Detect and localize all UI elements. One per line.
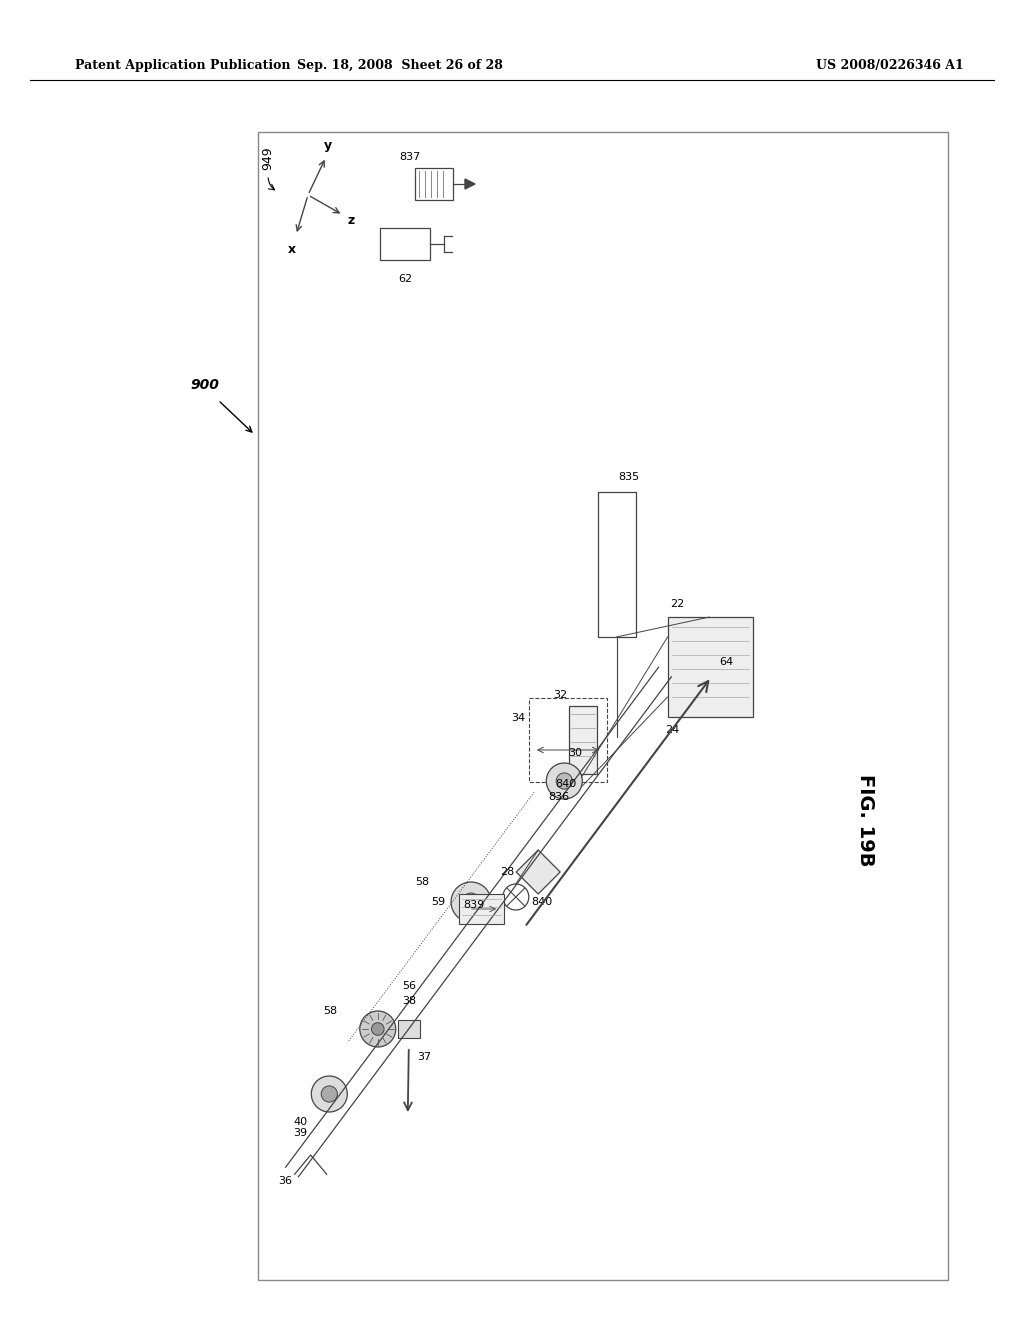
Text: 40: 40 bbox=[293, 1117, 307, 1127]
Text: 22: 22 bbox=[671, 599, 685, 609]
Text: 24: 24 bbox=[666, 725, 680, 735]
Text: 62: 62 bbox=[398, 275, 412, 284]
Circle shape bbox=[372, 1023, 384, 1035]
Text: 56: 56 bbox=[402, 981, 417, 991]
Text: Sep. 18, 2008  Sheet 26 of 28: Sep. 18, 2008 Sheet 26 of 28 bbox=[297, 58, 503, 71]
Bar bbox=[668, 616, 753, 717]
Bar bbox=[415, 168, 453, 201]
Text: 835: 835 bbox=[618, 473, 640, 482]
Bar bbox=[397, 1020, 420, 1038]
Text: 840: 840 bbox=[530, 898, 552, 907]
Text: 58: 58 bbox=[415, 876, 429, 887]
Polygon shape bbox=[465, 180, 475, 189]
Text: 840: 840 bbox=[555, 779, 577, 789]
Circle shape bbox=[359, 1011, 396, 1047]
Bar bbox=[598, 492, 636, 638]
Text: y: y bbox=[324, 139, 332, 152]
Text: 38: 38 bbox=[401, 997, 416, 1006]
Text: x: x bbox=[288, 243, 296, 256]
Text: 949: 949 bbox=[261, 147, 274, 170]
Circle shape bbox=[462, 894, 480, 911]
Bar bbox=[380, 228, 430, 260]
Text: 836: 836 bbox=[548, 792, 569, 803]
Text: 28: 28 bbox=[500, 867, 514, 876]
Text: 839: 839 bbox=[464, 900, 484, 909]
Text: 30: 30 bbox=[568, 748, 583, 758]
Circle shape bbox=[322, 1086, 337, 1102]
Text: FIG. 19B: FIG. 19B bbox=[855, 774, 874, 866]
Bar bbox=[258, 132, 948, 1280]
Text: 36: 36 bbox=[279, 1176, 293, 1185]
Text: US 2008/0226346 A1: US 2008/0226346 A1 bbox=[816, 58, 964, 71]
Circle shape bbox=[503, 884, 528, 909]
Bar bbox=[529, 698, 607, 781]
Circle shape bbox=[451, 882, 492, 921]
Text: 837: 837 bbox=[399, 152, 421, 162]
Text: z: z bbox=[348, 214, 355, 227]
Text: 39: 39 bbox=[293, 1129, 307, 1138]
Bar bbox=[569, 706, 597, 774]
Circle shape bbox=[311, 1076, 347, 1111]
Text: 58: 58 bbox=[324, 1006, 338, 1016]
Text: 34: 34 bbox=[511, 713, 525, 723]
Circle shape bbox=[546, 763, 583, 799]
Text: 64: 64 bbox=[719, 657, 733, 667]
Polygon shape bbox=[516, 850, 560, 894]
Text: 900: 900 bbox=[190, 378, 219, 392]
Text: Patent Application Publication: Patent Application Publication bbox=[75, 58, 291, 71]
Text: 59: 59 bbox=[432, 898, 445, 907]
Text: 32: 32 bbox=[553, 690, 567, 700]
Text: 37: 37 bbox=[417, 1052, 431, 1063]
Circle shape bbox=[556, 774, 572, 789]
Bar bbox=[459, 894, 504, 924]
